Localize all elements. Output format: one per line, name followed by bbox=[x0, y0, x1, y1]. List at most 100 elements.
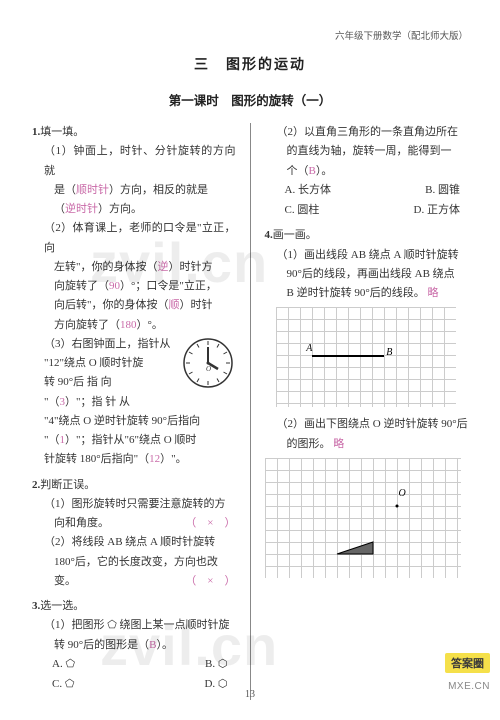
text: "（ bbox=[44, 396, 60, 408]
label-a: A bbox=[306, 343, 312, 354]
text: ）时针 bbox=[180, 299, 213, 311]
q4-stem: 画一画。 bbox=[273, 229, 317, 241]
text: （ bbox=[54, 203, 65, 215]
question-3-part2: （2）以直角三角形的一条直角边所在 的直线为轴，旋转一周，能得到一 个（B）。 … bbox=[265, 123, 469, 220]
text: ）"；指 针 从 bbox=[65, 396, 130, 408]
content-columns: 1.填一填。 （1）钟面上，时针、分针旋转的方向就 是（顺时针）方向，相反的就是… bbox=[32, 123, 468, 700]
q1-2-line5: 方向旋转了（180）°。 bbox=[32, 316, 236, 335]
answer-badge: 答案圈 bbox=[445, 653, 490, 673]
text: ）方向，相反的就是 bbox=[109, 184, 208, 196]
clock-figure: O bbox=[182, 337, 234, 389]
question-2: 2.判断正误。 （1）图形旋转时只需要注意旋转的方 向和角度。 （ × ） （2… bbox=[32, 476, 236, 592]
question-3: 3.选一选。 （1）把图形 ⬠ 绕图上某一点顺时针旋 转 90°后的图形是（B）… bbox=[32, 597, 236, 694]
q1-1-line2: 是（顺时针）方向，相反的就是 bbox=[32, 181, 236, 200]
text: 变。 bbox=[54, 572, 76, 591]
q3-num: 3. bbox=[32, 600, 40, 612]
answer-text: 90 bbox=[109, 280, 120, 292]
q1-3-line4: "（3）"；指 针 从 bbox=[44, 393, 236, 412]
answer-text: 180 bbox=[120, 319, 137, 331]
triangle-icon bbox=[265, 458, 461, 578]
text: 方向旋转了（ bbox=[54, 319, 120, 331]
text: ）"。 bbox=[160, 453, 187, 465]
option-a: A. 长方体 bbox=[285, 181, 331, 201]
q4-1-line3: B 逆时针旋转 90°后的线段。 略 bbox=[265, 284, 469, 303]
text: ）"；指针从"6"绕点 O 顺时 bbox=[65, 434, 196, 446]
q3-2-options-row1: A. 长方体 B. 圆锥 bbox=[265, 181, 469, 201]
q1-2-line3: 向旋转了（90）°；口令是"立正， bbox=[32, 277, 236, 296]
answer-judge: （ × ） bbox=[185, 572, 235, 591]
q3-2-line2: 的直线为轴，旋转一周，能得到一 bbox=[265, 142, 469, 161]
page-root: 六年级下册数学（配北师大版） 三 图形的运动 第一课时 图形的旋转（一） 1.填… bbox=[0, 0, 500, 720]
q1-2-line1: （2）体育课上，老师的口令是"立正，向 bbox=[32, 219, 236, 258]
column-divider bbox=[250, 123, 251, 700]
column-left: 1.填一填。 （1）钟面上，时针、分针旋转的方向就 是（顺时针）方向，相反的就是… bbox=[32, 123, 236, 700]
answer-text: 逆时针 bbox=[65, 203, 98, 215]
q2-stem: 判断正误。 bbox=[40, 479, 95, 491]
label-b: B bbox=[386, 347, 392, 358]
q1-stem: 填一填。 bbox=[40, 126, 84, 138]
text: ）°；口令是"立正， bbox=[120, 280, 217, 292]
q1-3-line7: 针旋转 180°后指向"（12）"。 bbox=[44, 450, 236, 469]
q4-2-line1: （2）画出下图绕点 O 逆时针旋转 90°后 bbox=[265, 415, 469, 434]
question-4: 4.画一画。 （1）画出线段 AB 绕点 A 顺时针旋转 90°后的线段，再画出… bbox=[265, 226, 469, 578]
q3-stem: 选一选。 bbox=[40, 600, 84, 612]
q1-3-wrap: O （3）右图钟面上，指针从 "12"绕点 O 顺时针旋 转 90°后 指 向 … bbox=[32, 335, 236, 470]
q3-2-line3: 个（B）。 bbox=[265, 162, 469, 181]
q3-1-line2: 转 90°后的图形是（B）。 bbox=[32, 636, 236, 655]
text: 个（ bbox=[287, 165, 309, 177]
text: 向旋转了（ bbox=[54, 280, 109, 292]
answer-text: 顺 bbox=[169, 299, 180, 311]
q4-num: 4. bbox=[265, 229, 273, 241]
q1-num: 1. bbox=[32, 126, 40, 138]
answer-text: 略 bbox=[428, 287, 439, 299]
text: ）时针方 bbox=[169, 261, 213, 273]
text: 向和角度。 bbox=[54, 514, 109, 533]
text: ）。 bbox=[157, 639, 174, 651]
answer-text: 12 bbox=[149, 453, 160, 465]
text: 转 90°后的图形是（ bbox=[54, 639, 149, 651]
column-right: （2）以直角三角形的一条直角边所在 的直线为轴，旋转一周，能得到一 个（B）。 … bbox=[265, 123, 469, 700]
text: ）方向。 bbox=[98, 203, 142, 215]
svg-text:O: O bbox=[206, 365, 211, 373]
answer-text: 顺时针 bbox=[76, 184, 109, 196]
option-a: A. ⬠ bbox=[52, 655, 75, 675]
text: 是（ bbox=[54, 184, 76, 196]
answer-text: 逆 bbox=[158, 261, 169, 273]
grid-figure-1: A B bbox=[276, 307, 456, 407]
lesson-title: 第一课时 图形的旋转（一） bbox=[32, 90, 468, 109]
q4-1-line2: 90°后的线段，再画出线段 AB 绕点 bbox=[265, 265, 469, 284]
q2-2-line1: （2）将线段 AB 绕点 A 顺时针旋转 bbox=[32, 533, 236, 552]
q1-1-line1: （1）钟面上，时针、分针旋转的方向就 bbox=[32, 142, 236, 181]
answer-text: B bbox=[309, 165, 316, 177]
q3-2-line1: （2）以直角三角形的一条直角边所在 bbox=[265, 123, 469, 142]
q2-2-line3: 变。 （ × ） bbox=[32, 572, 236, 591]
option-d: D. 正方体 bbox=[414, 201, 460, 221]
text: 针旋转 180°后指向"（ bbox=[44, 453, 149, 465]
option-b: B. 圆锥 bbox=[425, 181, 460, 201]
q1-3-line6: "（1）"；指针从"6"绕点 O 顺时 bbox=[44, 431, 236, 450]
q3-1-options-row1: A. ⬠ B. ⬡ bbox=[32, 655, 236, 675]
answer-judge: （ × ） bbox=[185, 514, 235, 533]
q2-num: 2. bbox=[32, 479, 40, 491]
answer-text: 略 bbox=[333, 438, 344, 450]
text: 的图形。 bbox=[287, 438, 331, 450]
segment-ab bbox=[312, 355, 384, 357]
site-label: MXE.CN bbox=[448, 681, 490, 692]
q4-2-line2: 的图形。 略 bbox=[265, 435, 469, 454]
option-c: C. 圆柱 bbox=[285, 201, 320, 221]
q1-1-line3: （逆时针）方向。 bbox=[32, 200, 236, 219]
option-b: B. ⬡ bbox=[205, 655, 227, 675]
q4-1-line1: （1）画出线段 AB 绕点 A 顺时针旋转 bbox=[265, 246, 469, 265]
q2-1-line2: 向和角度。 （ × ） bbox=[32, 514, 236, 533]
q1-3-line5: "4"绕点 O 逆时针旋转 90°后指向 bbox=[44, 412, 236, 431]
q1-2-line2: 左转"，你的身体按（逆）时针方 bbox=[32, 258, 236, 277]
text: ）。 bbox=[316, 165, 333, 177]
header-context: 六年级下册数学（配北师大版） bbox=[32, 28, 468, 42]
unit-title: 三 图形的运动 bbox=[32, 54, 468, 74]
q3-1-line1: （1）把图形 ⬠ 绕图上某一点顺时针旋 bbox=[32, 616, 236, 635]
q3-2-options-row2: C. 圆柱 D. 正方体 bbox=[265, 201, 469, 221]
question-1: 1.填一填。 （1）钟面上，时针、分针旋转的方向就 是（顺时针）方向，相反的就是… bbox=[32, 123, 236, 470]
q1-2-line4: 向后转"，你的身体按（顺）时针 bbox=[32, 296, 236, 315]
clock-icon: O bbox=[182, 337, 234, 389]
page-number: 13 bbox=[0, 689, 500, 700]
